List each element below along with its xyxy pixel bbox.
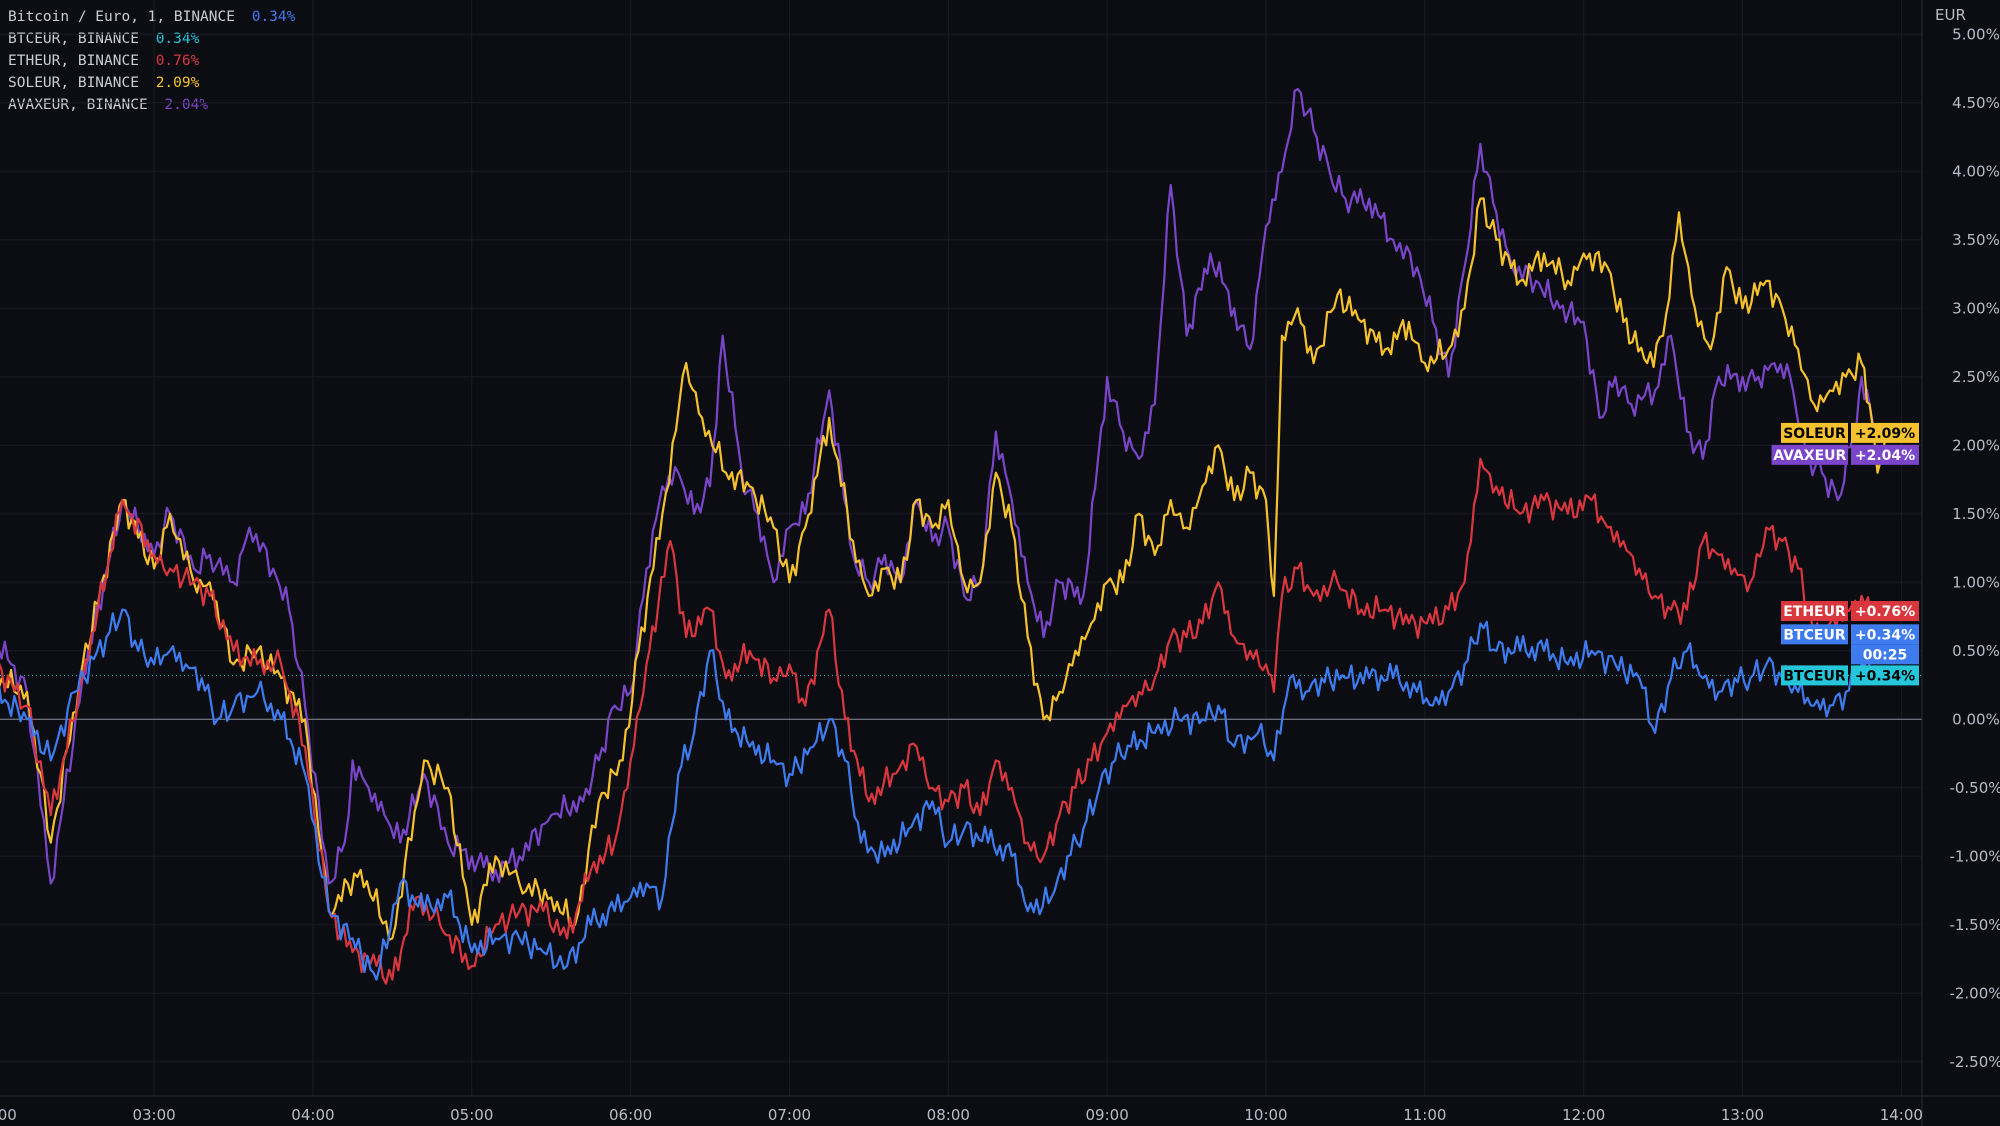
price-tag-label-bg <box>1781 601 1848 622</box>
x-tick-label-8: 10:00 <box>1244 1106 1287 1124</box>
price-tag-label-bg <box>1781 665 1848 686</box>
price-tag-btceur-4: BTCEUR +0.34% <box>1781 665 1919 686</box>
price-tag-value: +2.04% <box>1855 448 1915 464</box>
legend-row-btceur[interactable]: BTCEUR, BINANCE 0.34% <box>8 28 295 50</box>
legend-label-avaxeur: AVAXEUR, BINANCE <box>8 97 148 113</box>
legend-label-btceur: BTCEUR, BINANCE <box>8 31 139 47</box>
legend-row-avaxeur[interactable]: AVAXEUR, BINANCE 2.04% <box>8 94 295 116</box>
price-tag-label-bg <box>1771 444 1848 465</box>
x-tick-label-10: 12:00 <box>1562 1106 1605 1124</box>
legend-label-etheur: ETHEUR, BINANCE <box>8 53 139 69</box>
y-tick-label-4: 3.00% <box>1952 299 2000 317</box>
price-tag-label-bg <box>1781 624 1848 645</box>
price-tag-label-bg <box>1781 422 1848 443</box>
legend-value-etheur: 0.76% <box>155 53 200 69</box>
y-tick-label-7: 1.50% <box>1952 505 2000 523</box>
chart-grid <box>0 0 1922 1096</box>
x-tick-label-4: 06:00 <box>609 1106 652 1124</box>
legend-row-etheur[interactable]: ETHEUR, BINANCE 0.76% <box>8 50 295 72</box>
price-tag-btceur-3: BTCEUR +0.34% 00:25 <box>1781 624 1919 665</box>
legend-row-soleur[interactable]: SOLEUR, BINANCE 2.09% <box>8 72 295 94</box>
price-tag-value-bg <box>1851 665 1919 686</box>
x-tick-label-2: 04:00 <box>291 1106 334 1124</box>
price-tag-value: +0.34% <box>1855 668 1915 684</box>
x-tick-label-7: 09:00 <box>1086 1106 1129 1124</box>
y-tick-label-5: 2.50% <box>1952 368 2000 386</box>
legend-main-value: 0.34% <box>251 9 296 25</box>
x-tick-label-9: 11:00 <box>1403 1106 1446 1124</box>
x-tick-label-5: 07:00 <box>768 1106 811 1124</box>
price-tag-avaxeur-1: AVAXEUR +2.04% <box>1771 444 1919 465</box>
legend: Bitcoin / Euro, 1, BINANCE 0.34% BTCEUR,… <box>8 6 295 116</box>
price-tags: SOLEUR +2.09% AVAXEUR +2.04% ETHEUR +0.76% BTC… <box>1771 422 1919 686</box>
legend-main-label: Bitcoin / Euro, 1, BINANCE <box>8 9 235 25</box>
price-tag-soleur-0: SOLEUR +2.09% <box>1781 422 1919 443</box>
series-line-etheur <box>0 457 1879 985</box>
currency-label[interactable]: EUR <box>1935 6 1966 24</box>
x-tick-label-1: 03:00 <box>132 1106 175 1124</box>
price-tag-label: AVAXEUR <box>1773 448 1846 464</box>
price-tag-label: BTCEUR <box>1783 668 1845 684</box>
price-tag-value: +2.09% <box>1855 426 1915 442</box>
y-tick-label-15: -2.50% <box>1949 1053 2000 1071</box>
price-tag-label: BTCEUR <box>1783 627 1845 643</box>
y-tick-label-3: 3.50% <box>1952 231 2000 249</box>
price-tag-value-bg <box>1851 601 1919 622</box>
price-tag-value: +0.34% <box>1855 627 1915 643</box>
y-tick-label-2: 4.00% <box>1952 162 2000 180</box>
series-lines <box>0 87 1887 985</box>
series-line-soleur <box>0 197 1887 941</box>
price-tag-value: +0.76% <box>1855 604 1915 620</box>
y-axis-ticks[interactable]: 5.00% 4.50% 4.00% 3.50% 3.00% 2.50% 2.00% 1.50%… <box>1949 25 2000 1071</box>
y-tick-label-1: 4.50% <box>1952 94 2000 112</box>
price-tag-value-bg <box>1851 444 1919 465</box>
price-tag-label: ETHEUR <box>1783 604 1846 620</box>
x-tick-label-11: 13:00 <box>1721 1106 1764 1124</box>
x-tick-label-0: 02:00 <box>0 1106 17 1124</box>
price-tag-value-bg <box>1851 422 1919 443</box>
price-tag-label: SOLEUR <box>1783 426 1846 442</box>
legend-label-soleur: SOLEUR, BINANCE <box>8 75 139 91</box>
y-tick-label-6: 2.00% <box>1952 436 2000 454</box>
x-axis-ticks[interactable]: 02:00 03:00 04:00 05:00 06:00 07:00 08:00 09:00… <box>0 1106 1923 1124</box>
y-tick-label-8: 1.00% <box>1952 573 2000 591</box>
series-line-avaxeur <box>0 87 1879 885</box>
x-tick-label-3: 05:00 <box>450 1106 493 1124</box>
y-tick-label-10: 0.00% <box>1952 710 2000 728</box>
x-tick-label-6: 08:00 <box>927 1106 970 1124</box>
price-tag-value-bg <box>1851 624 1919 645</box>
y-tick-label-11: -0.50% <box>1949 779 2000 797</box>
legend-value-soleur: 2.09% <box>155 75 200 91</box>
y-tick-label-14: -2.00% <box>1949 984 2000 1002</box>
series-line-btceur <box>0 608 1879 981</box>
price-tag-countdown: 00:25 <box>1863 647 1908 663</box>
y-tick-label-12: -1.00% <box>1949 847 2000 865</box>
y-tick-label-13: -1.50% <box>1949 916 2000 934</box>
legend-value-avaxeur: 2.04% <box>164 97 209 113</box>
y-tick-label-9: 0.50% <box>1952 642 2000 660</box>
legend-main-row[interactable]: Bitcoin / Euro, 1, BINANCE 0.34% <box>8 6 295 28</box>
legend-value-btceur: 0.34% <box>155 31 200 47</box>
x-tick-label-12: 14:00 <box>1880 1106 1923 1124</box>
y-tick-label-0: 5.00% <box>1952 25 2000 43</box>
price-tag-etheur-2: ETHEUR +0.76% <box>1781 601 1919 622</box>
price-tag-time-bg <box>1851 644 1919 665</box>
